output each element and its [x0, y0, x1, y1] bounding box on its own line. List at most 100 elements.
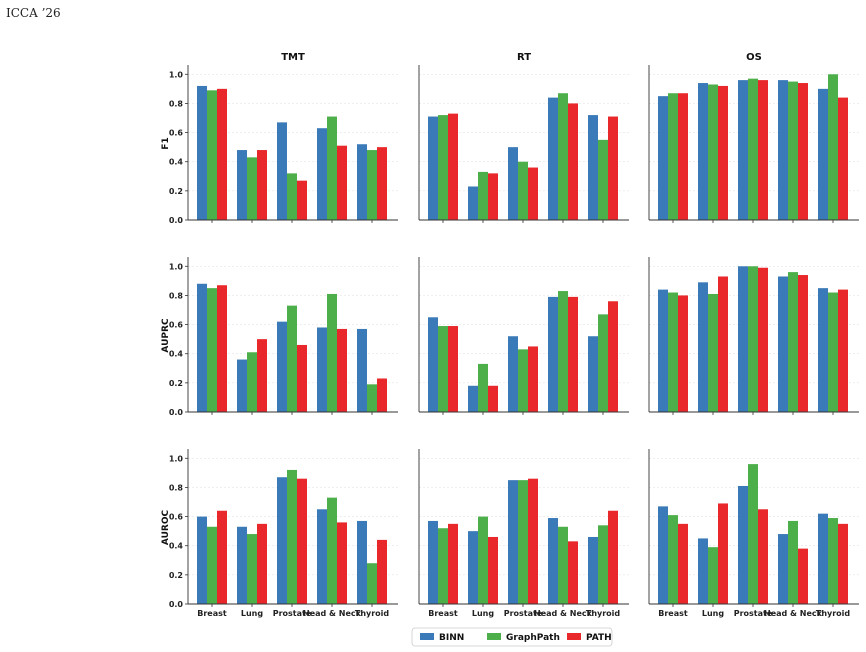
bar-auprc-rt-prostate-path [528, 346, 538, 412]
bar-f1-os-prostate-graphpath [748, 78, 758, 221]
bar-auprc-tmt-prostate-binn [277, 321, 287, 412]
bar-auprc-os-prostate-binn [738, 266, 748, 412]
x-tick-label-breast: Breast [197, 609, 227, 618]
bar-f1-os-head-neck-graphpath [788, 81, 798, 220]
bar-auroc-os-breast-binn [658, 506, 668, 604]
bar-auroc-tmt-head-neck-path [337, 522, 347, 604]
bar-f1-os-lung-binn [698, 83, 708, 221]
bar-auroc-os-head-neck-graphpath [788, 520, 798, 604]
bar-auroc-os-breast-graphpath [668, 515, 678, 604]
bar-auprc-os-thyroid-path [838, 289, 848, 412]
bar-f1-os-prostate-path [758, 80, 768, 220]
bar-f1-rt-lung-binn [468, 186, 478, 220]
bar-auroc-os-lung-binn [698, 538, 708, 604]
legend-swatch-binn [420, 633, 434, 640]
x-tick-label-thyroid: Thyroid [355, 609, 390, 618]
bar-f1-rt-lung-path [488, 173, 498, 220]
bar-auroc-tmt-head-neck-binn [317, 509, 327, 604]
bar-auprc-rt-breast-path [448, 326, 458, 412]
bar-f1-rt-breast-graphpath [438, 115, 448, 220]
bar-auprc-os-head-neck-path [798, 275, 808, 412]
bar-auprc-tmt-prostate-graphpath [287, 305, 297, 412]
x-tick-label-head-neck: Head & Neck [764, 609, 823, 618]
bar-auroc-rt-prostate-graphpath [518, 480, 528, 604]
bar-auroc-os-thyroid-graphpath [828, 518, 838, 604]
bar-auroc-tmt-thyroid-path [377, 539, 387, 604]
bar-f1-tmt-breast-path [217, 88, 227, 220]
y-tick-label: 0.6 [169, 321, 184, 330]
bar-auroc-rt-head-neck-graphpath [558, 526, 568, 604]
bar-auprc-os-lung-path [718, 276, 728, 412]
bar-auprc-rt-thyroid-graphpath [598, 314, 608, 412]
bar-auprc-rt-thyroid-path [608, 301, 618, 412]
bar-f1-os-thyroid-binn [818, 88, 828, 220]
legend-label-path: PATH [586, 633, 612, 643]
bar-auroc-rt-head-neck-binn [548, 518, 558, 604]
bar-auprc-tmt-thyroid-graphpath [367, 384, 377, 412]
bar-f1-os-prostate-binn [738, 80, 748, 220]
y-tick-label: 0.4 [169, 350, 184, 359]
legend-label-binn: BINN [439, 633, 464, 643]
bar-f1-tmt-breast-graphpath [207, 90, 217, 220]
bar-auprc-os-prostate-path [758, 267, 768, 412]
bar-auprc-tmt-breast-path [217, 285, 227, 412]
bar-auroc-os-thyroid-binn [818, 513, 828, 604]
bar-f1-rt-head-neck-path [568, 103, 578, 220]
bar-auprc-os-breast-graphpath [668, 292, 678, 412]
bar-f1-os-lung-graphpath [708, 84, 718, 220]
bar-f1-rt-prostate-path [528, 167, 538, 220]
bar-auprc-rt-lung-binn [468, 385, 478, 412]
bar-auroc-rt-breast-binn [428, 520, 438, 604]
bar-auprc-rt-lung-graphpath [478, 363, 488, 412]
y-tick-label: 0.4 [169, 542, 184, 551]
bar-auprc-tmt-breast-binn [197, 283, 207, 412]
bar-f1-rt-head-neck-binn [548, 97, 558, 220]
bar-auprc-rt-lung-path [488, 385, 498, 412]
bar-auprc-os-thyroid-graphpath [828, 292, 838, 412]
x-tick-label-lung: Lung [241, 609, 263, 618]
bar-auroc-tmt-prostate-graphpath [287, 469, 297, 604]
y-tick-label: 1.0 [169, 70, 184, 79]
column-title-tmt: TMT [281, 52, 305, 63]
bar-auroc-tmt-thyroid-binn [357, 520, 367, 604]
x-tick-label-breast: Breast [658, 609, 688, 618]
bar-auprc-os-thyroid-binn [818, 288, 828, 412]
bar-auprc-tmt-head-neck-binn [317, 327, 327, 412]
bar-auprc-rt-prostate-binn [508, 336, 518, 412]
row-label-f1: F1 [161, 137, 171, 149]
bar-auprc-os-prostate-graphpath [748, 266, 758, 412]
bar-auroc-tmt-prostate-binn [277, 477, 287, 604]
bar-auroc-rt-prostate-binn [508, 480, 518, 604]
bar-f1-rt-thyroid-path [608, 116, 618, 220]
bar-f1-tmt-head-neck-binn [317, 128, 327, 220]
bar-auprc-os-breast-binn [658, 289, 668, 412]
bar-auprc-rt-head-neck-graphpath [558, 291, 568, 412]
bar-f1-tmt-head-neck-graphpath [327, 116, 337, 220]
y-tick-label: 0.8 [169, 291, 184, 300]
bar-auroc-rt-lung-graphpath [478, 516, 488, 604]
bar-auroc-rt-lung-path [488, 536, 498, 604]
bar-auprc-rt-breast-binn [428, 317, 438, 412]
bar-auprc-os-breast-path [678, 295, 688, 412]
x-tick-label-head-neck: Head & Neck [303, 609, 362, 618]
bar-auroc-tmt-head-neck-graphpath [327, 497, 337, 604]
bar-auroc-rt-head-neck-path [568, 541, 578, 604]
bar-auprc-rt-head-neck-path [568, 296, 578, 412]
bar-f1-rt-head-neck-graphpath [558, 93, 568, 220]
bar-f1-rt-thyroid-graphpath [598, 139, 608, 220]
bar-auroc-tmt-lung-path [257, 523, 267, 604]
y-tick-label: 0.0 [169, 600, 184, 609]
row-label-auroc: AUROC [161, 510, 171, 546]
bar-auprc-tmt-thyroid-path [377, 378, 387, 412]
bar-auroc-os-head-neck-path [798, 548, 808, 604]
bar-auprc-os-lung-binn [698, 282, 708, 412]
bar-auroc-tmt-thyroid-graphpath [367, 563, 377, 604]
x-tick-label-prostate: Prostate [273, 609, 312, 618]
legend-swatch-graphpath [487, 633, 501, 640]
bar-auprc-rt-breast-graphpath [438, 326, 448, 412]
legend-box [411, 627, 613, 647]
bar-auprc-tmt-prostate-path [297, 344, 307, 412]
bar-auprc-os-lung-graphpath [708, 293, 718, 412]
bar-auprc-os-head-neck-graphpath [788, 272, 798, 412]
